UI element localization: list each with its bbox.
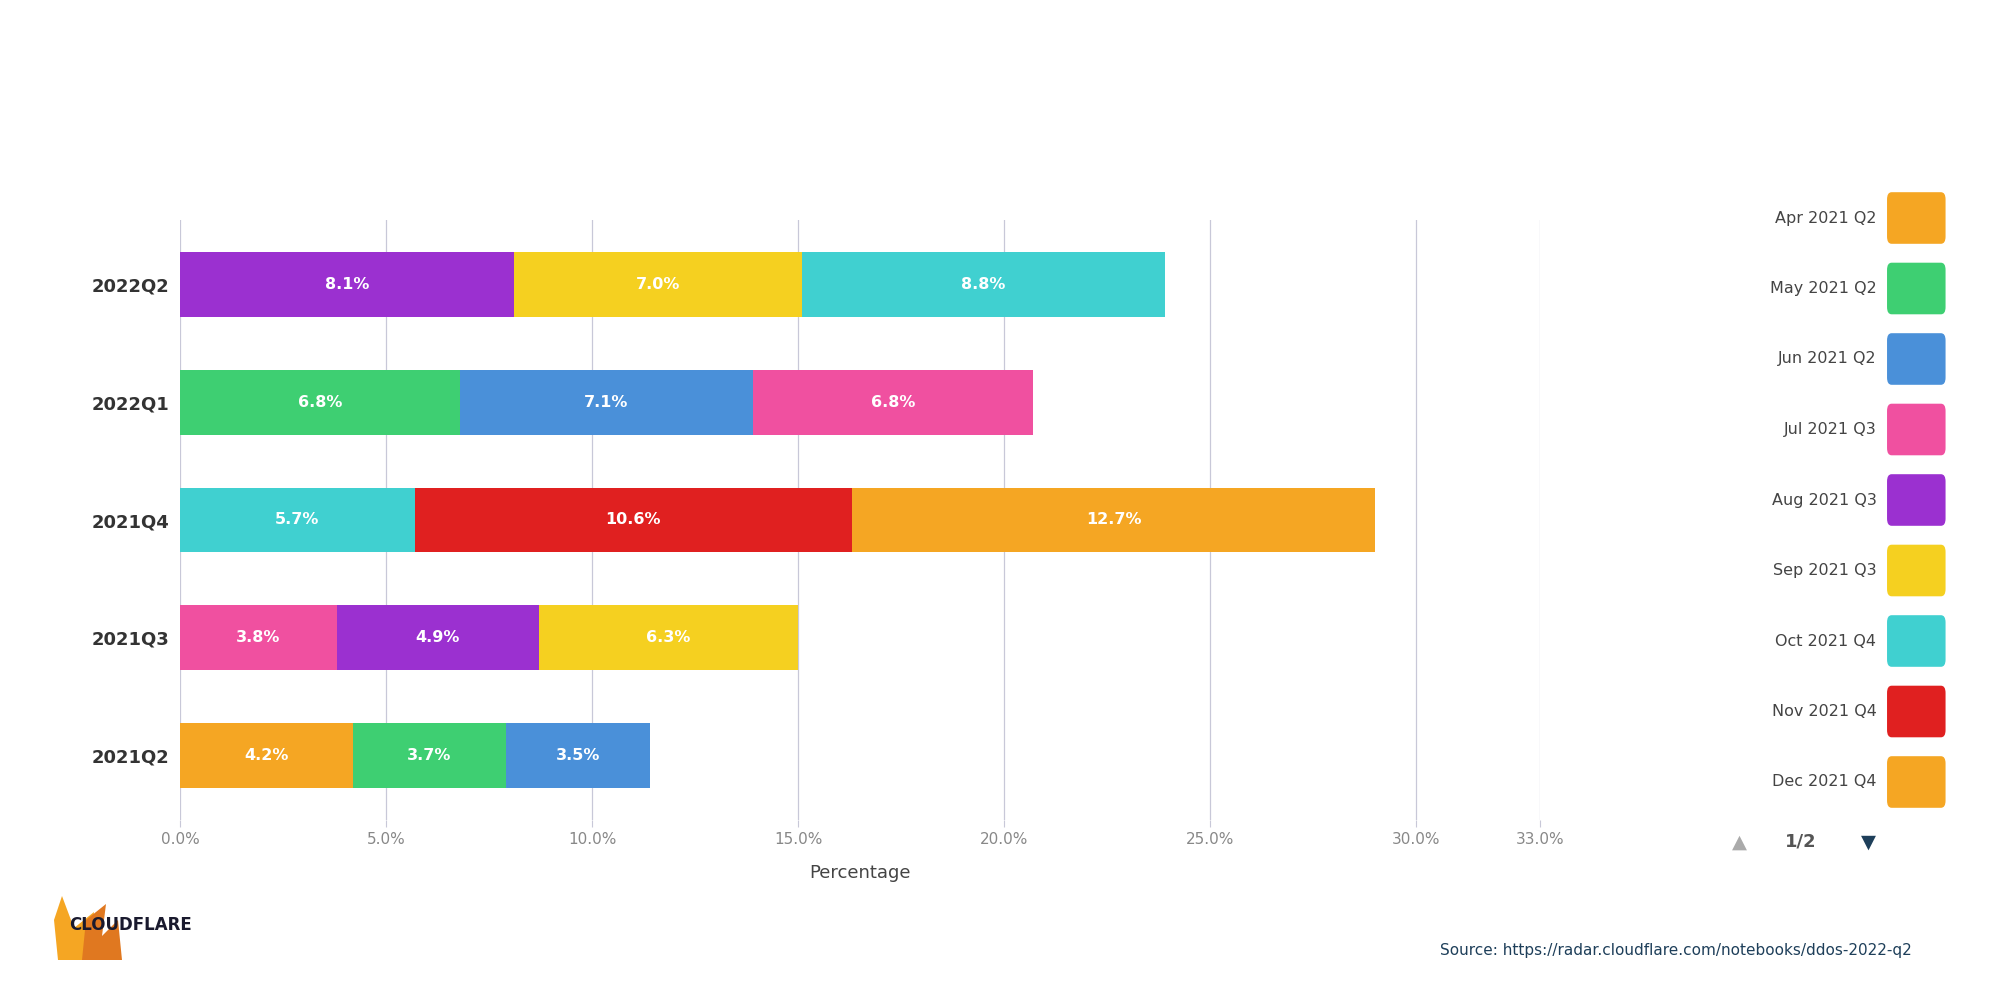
Bar: [180, 488, 414, 552]
Bar: [180, 605, 336, 670]
Bar: [460, 370, 752, 435]
Text: Source: https://radar.cloudflare.com/notebooks/ddos-2022-q2: Source: https://radar.cloudflare.com/not…: [1440, 942, 1912, 958]
Text: Dec 2021 Q4: Dec 2021 Q4: [1772, 774, 1876, 790]
Bar: [180, 723, 354, 788]
Bar: [752, 370, 1034, 435]
FancyBboxPatch shape: [1888, 404, 1946, 455]
FancyBboxPatch shape: [1888, 474, 1946, 526]
Text: 4.2%: 4.2%: [244, 748, 288, 763]
Text: ▼: ▼: [1862, 832, 1876, 852]
Bar: [180, 370, 460, 435]
Text: 12.7%: 12.7%: [1086, 512, 1142, 528]
Bar: [538, 605, 798, 670]
Text: 7.1%: 7.1%: [584, 395, 628, 410]
Text: ▲: ▲: [1732, 832, 1748, 852]
Text: Jul 2021 Q3: Jul 2021 Q3: [1784, 422, 1876, 437]
Bar: [180, 252, 514, 317]
FancyBboxPatch shape: [1888, 615, 1946, 667]
FancyBboxPatch shape: [1888, 192, 1946, 244]
Bar: [414, 488, 852, 552]
Polygon shape: [54, 896, 94, 960]
Text: Aug 2021 Q3: Aug 2021 Q3: [1772, 492, 1876, 508]
Bar: [506, 723, 650, 788]
Bar: [852, 488, 1376, 552]
Text: 7.0%: 7.0%: [636, 277, 680, 292]
FancyBboxPatch shape: [1888, 333, 1946, 385]
Text: 3.8%: 3.8%: [236, 630, 280, 645]
Text: 6.8%: 6.8%: [870, 395, 916, 410]
Text: 8.1%: 8.1%: [324, 277, 370, 292]
Bar: [802, 252, 1164, 317]
FancyBboxPatch shape: [1888, 756, 1946, 808]
Text: 5.7%: 5.7%: [276, 512, 320, 528]
Text: 3.5%: 3.5%: [556, 748, 600, 763]
Text: Apr 2021 Q2: Apr 2021 Q2: [1774, 211, 1876, 226]
FancyBboxPatch shape: [1888, 686, 1946, 737]
Text: 4.9%: 4.9%: [416, 630, 460, 645]
Bar: [514, 252, 802, 317]
FancyBboxPatch shape: [1888, 545, 1946, 596]
Text: 10.6%: 10.6%: [606, 512, 662, 528]
Bar: [336, 605, 538, 670]
Text: 6.8%: 6.8%: [298, 395, 342, 410]
Text: Oct 2021 Q4: Oct 2021 Q4: [1776, 634, 1876, 648]
Text: Network-Layer DDoS Attacks - Quarterly distribution by month: Network-Layer DDoS Attacks - Quarterly d…: [60, 66, 1436, 104]
X-axis label: Percentage: Percentage: [810, 864, 910, 882]
Text: May 2021 Q2: May 2021 Q2: [1770, 281, 1876, 296]
Text: CLOUDFLARE: CLOUDFLARE: [68, 916, 192, 934]
Text: 1/2: 1/2: [1784, 833, 1816, 851]
Text: Nov 2021 Q4: Nov 2021 Q4: [1772, 704, 1876, 719]
Text: 8.8%: 8.8%: [962, 277, 1006, 292]
FancyBboxPatch shape: [1888, 263, 1946, 314]
Text: 3.7%: 3.7%: [408, 748, 452, 763]
Text: Jun 2021 Q2: Jun 2021 Q2: [1778, 352, 1876, 366]
Text: Sep 2021 Q3: Sep 2021 Q3: [1772, 563, 1876, 578]
Polygon shape: [82, 904, 122, 960]
Bar: [354, 723, 506, 788]
Text: 6.3%: 6.3%: [646, 630, 690, 645]
